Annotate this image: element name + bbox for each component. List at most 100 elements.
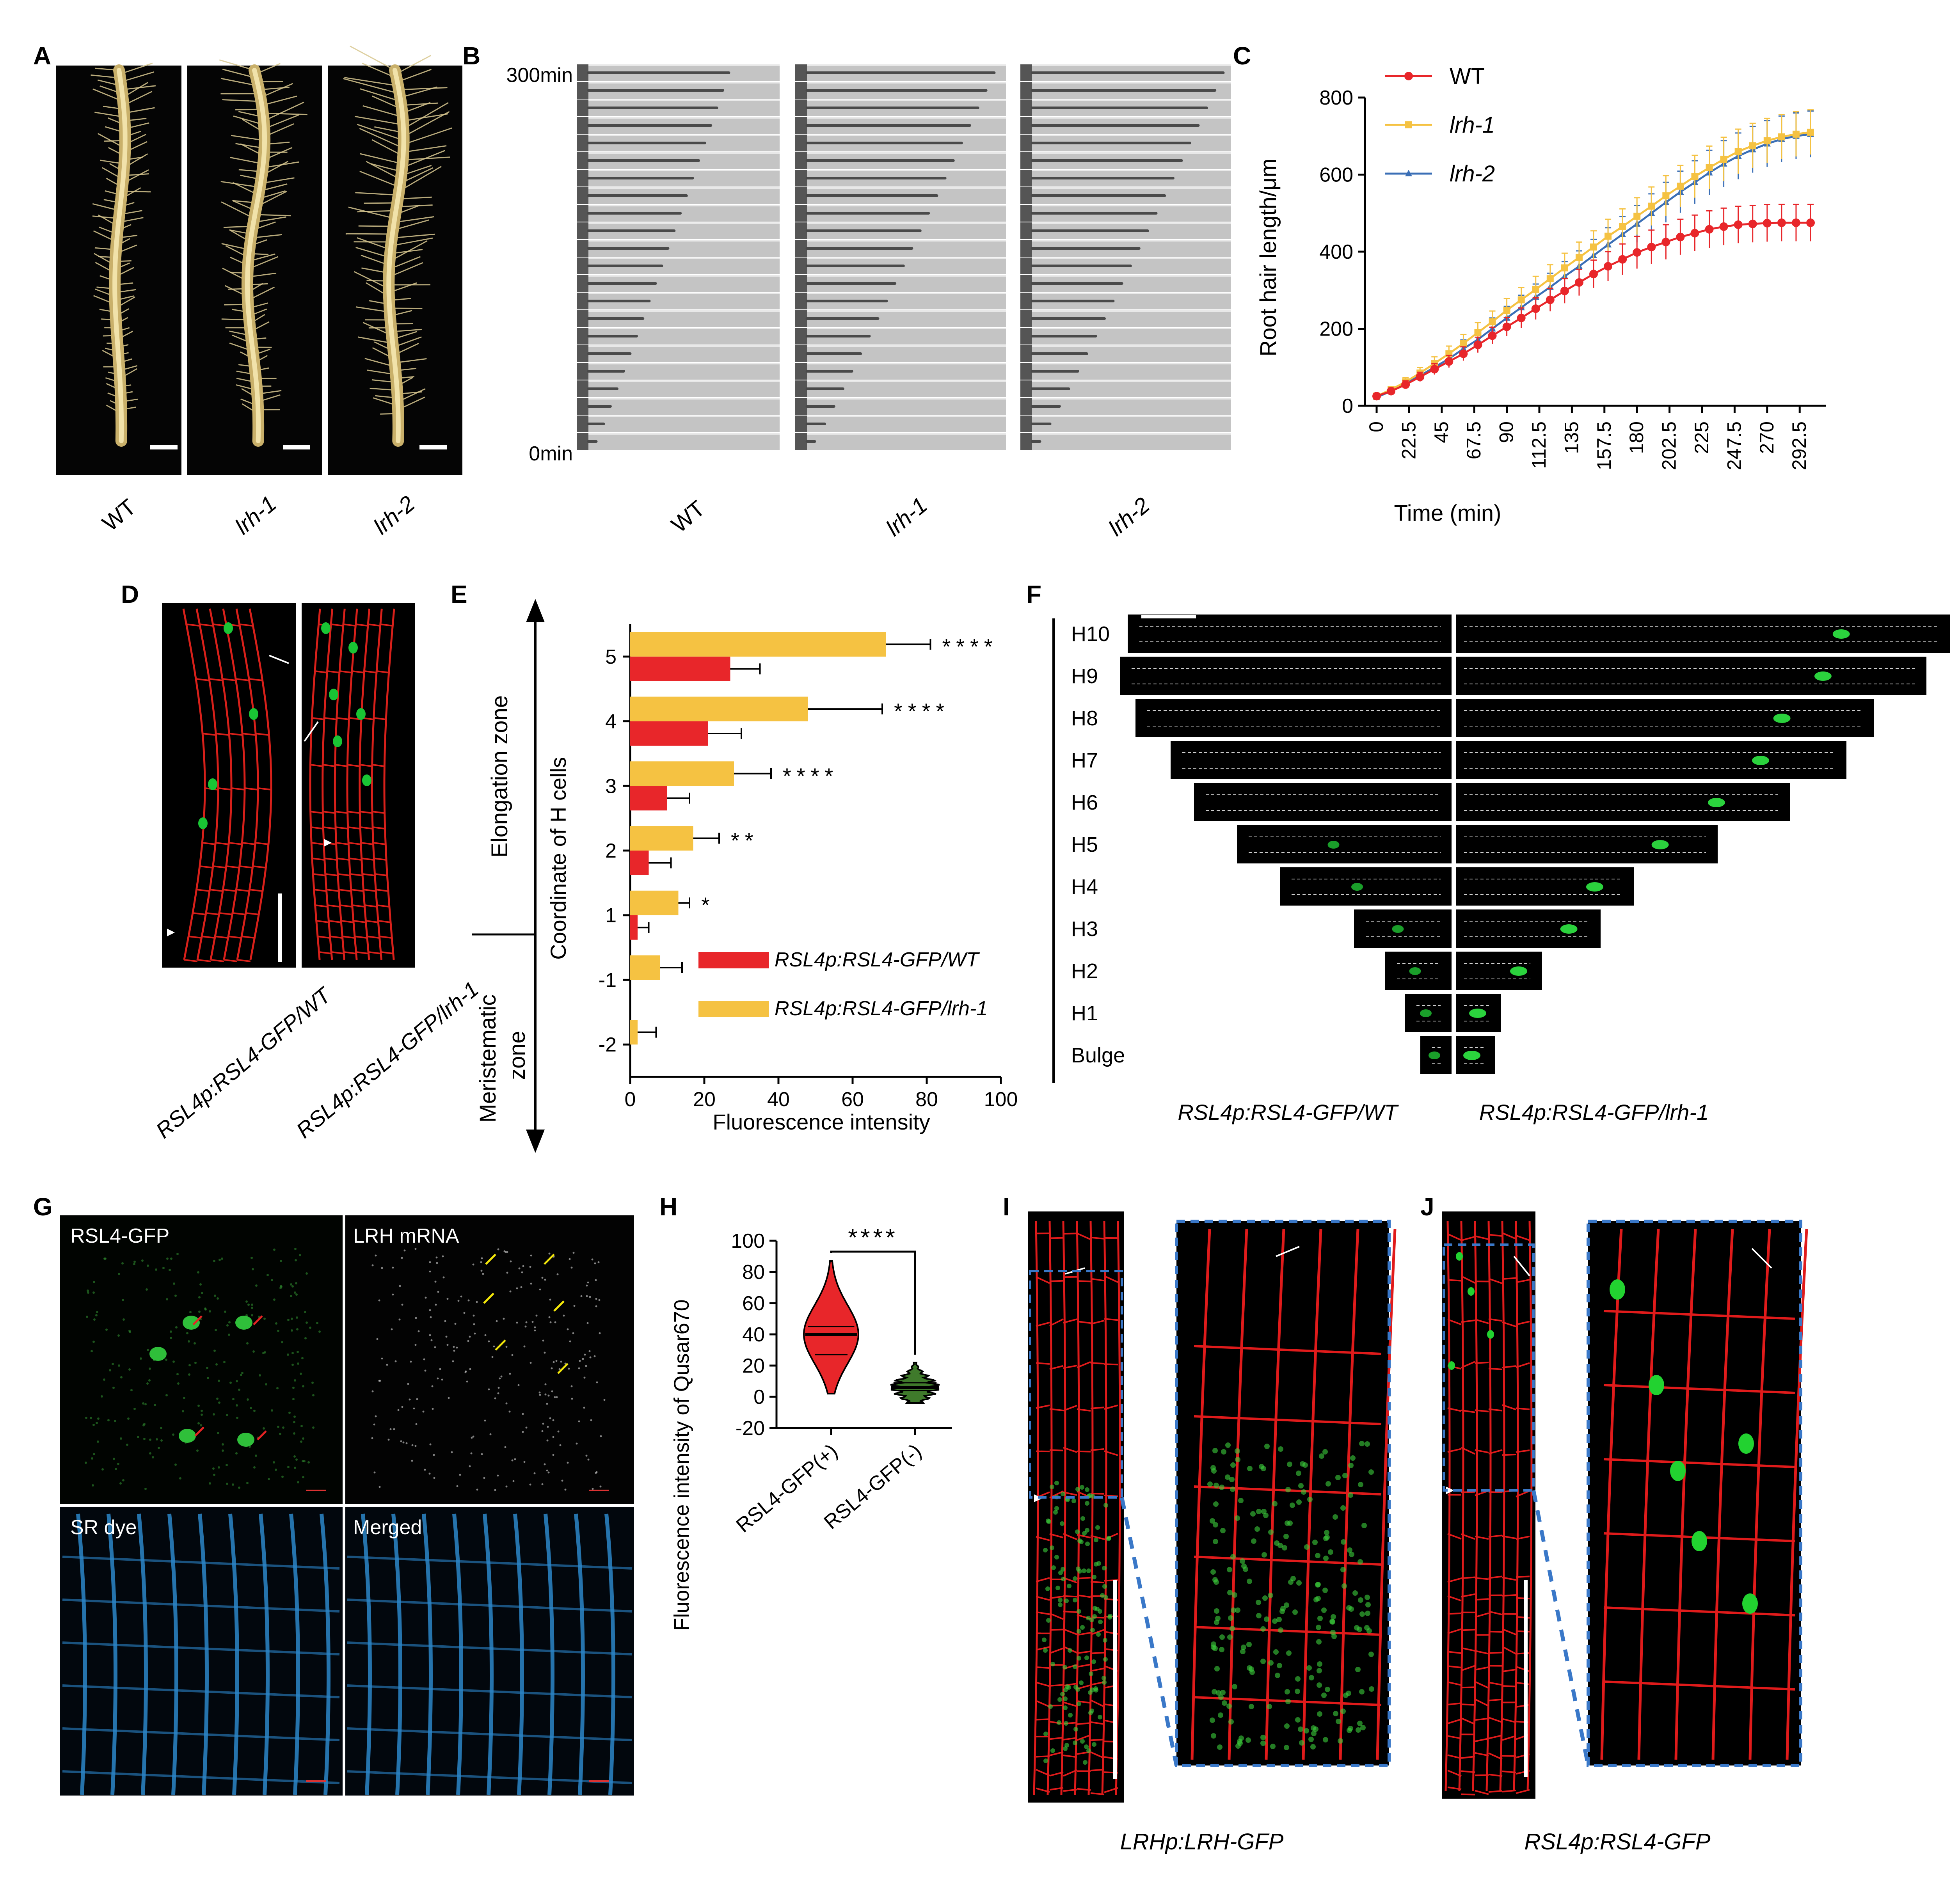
mrna-speckle	[405, 1442, 408, 1444]
gfp-speckle	[172, 1433, 174, 1436]
strip-highlight	[577, 64, 780, 66]
y-tick-label: 3	[605, 775, 617, 797]
cell-wall	[1077, 1788, 1091, 1791]
cell-wall	[1077, 1734, 1091, 1741]
gfp-signal	[1054, 1506, 1059, 1511]
mrna-speckle	[504, 1446, 506, 1448]
cell-wall	[604, 1513, 615, 1795]
wt-cell-image	[1194, 783, 1452, 821]
x-tick-label: 80	[915, 1088, 938, 1111]
root-hair	[403, 111, 450, 137]
legend-marker	[1405, 170, 1412, 176]
gfp-speckle	[194, 1362, 197, 1364]
gfp-signal	[1050, 1485, 1054, 1489]
root-edge	[795, 345, 807, 362]
gfp-signal	[1256, 1600, 1261, 1605]
root-edge	[1020, 293, 1032, 309]
gfp-speckle	[183, 1397, 185, 1399]
mrna-speckle	[586, 1295, 588, 1297]
gfp-speckle	[121, 1262, 124, 1265]
data-point	[1662, 192, 1670, 199]
cell-wall	[1502, 1404, 1516, 1410]
mrna-speckle	[563, 1314, 565, 1317]
cell-wall	[372, 764, 385, 767]
gfp-signal	[1260, 1659, 1266, 1664]
x-tick-label: 22.5	[1398, 421, 1420, 459]
gfp-speckle	[112, 1387, 115, 1389]
data-point	[1778, 133, 1785, 140]
strip-highlight	[795, 363, 1006, 364]
mrna-speckle	[546, 1403, 548, 1405]
gfp-signal	[1043, 1648, 1048, 1653]
mrna-speckle	[379, 1380, 381, 1382]
cell-wall	[1077, 1632, 1091, 1636]
gfp-signal	[1341, 1539, 1346, 1545]
cell-wall	[1036, 1646, 1050, 1651]
cell-wall	[1447, 1318, 1462, 1325]
cell-wall	[1475, 1650, 1489, 1655]
mrna-speckle	[517, 1384, 520, 1386]
mrna-speckle	[534, 1326, 536, 1329]
gfp-speckle	[306, 1272, 308, 1275]
cell-wall	[62, 1727, 340, 1741]
root-edge	[1020, 152, 1032, 169]
gfp-signal	[1063, 1705, 1068, 1710]
gfp-signal	[1348, 1492, 1353, 1498]
strip-highlight	[1020, 82, 1231, 83]
gfp-signal	[1359, 1689, 1365, 1694]
cell-wall	[1115, 1221, 1121, 1795]
y-axis-title: Coordinate of H cells	[546, 757, 570, 960]
mrna-speckle	[578, 1420, 580, 1423]
cell-wall	[368, 951, 381, 954]
arrow-down-icon	[526, 1130, 545, 1153]
cell-wall	[325, 873, 338, 876]
strip-highlight	[795, 345, 1006, 347]
mrna-speckle	[554, 1396, 556, 1398]
gfp-nucleus	[1773, 714, 1791, 723]
y-tick-label: 400	[1319, 241, 1353, 263]
gfp-speckle	[255, 1284, 258, 1287]
bar	[630, 851, 649, 875]
cell-wall	[1461, 1319, 1475, 1323]
cell-wall	[249, 889, 263, 892]
mrna-speckle	[580, 1295, 583, 1297]
gfp-speckle	[299, 1254, 301, 1256]
gfp-signal	[1256, 1613, 1262, 1618]
data-point	[1473, 340, 1482, 349]
cell-wall	[184, 959, 198, 962]
root-hair	[359, 128, 404, 149]
data-point	[1749, 142, 1756, 149]
cell-wall	[239, 865, 253, 869]
gfp-signal	[1336, 1719, 1341, 1724]
legend-marker	[1404, 72, 1413, 80]
gfp-signal	[1260, 1735, 1266, 1740]
gfp-signal	[1045, 1586, 1050, 1591]
gfp-signal	[1284, 1723, 1290, 1729]
cell-wall	[197, 959, 211, 962]
cell-wall	[1516, 1789, 1530, 1794]
gfp-signal	[1317, 1711, 1322, 1717]
mrna-speckle	[444, 1320, 446, 1322]
cell-wall	[1063, 1628, 1077, 1635]
cell-wall	[1077, 1577, 1091, 1580]
gfp-speckle	[147, 1265, 149, 1267]
wt-cell-image	[1171, 741, 1452, 779]
strip-highlight	[795, 240, 1006, 242]
data-point	[1748, 219, 1757, 228]
cell-wall	[316, 920, 329, 923]
gfp-signal	[1285, 1699, 1291, 1704]
gfp-signal	[1323, 1556, 1329, 1561]
mrna-speckle	[480, 1261, 482, 1263]
gfp-speckle	[287, 1466, 290, 1468]
gfp-speckle	[119, 1482, 122, 1485]
cell-wall	[346, 608, 358, 960]
gfp-nucleus	[1327, 841, 1340, 849]
gfp-speckle	[114, 1420, 116, 1422]
strip-highlight	[1020, 433, 1231, 435]
lrh1-cell-image	[1456, 783, 1790, 821]
cell-wall	[317, 936, 330, 939]
cell-wall	[1063, 1318, 1077, 1324]
gfp-signal	[1235, 1448, 1240, 1454]
gfp-signal	[1068, 1713, 1073, 1718]
